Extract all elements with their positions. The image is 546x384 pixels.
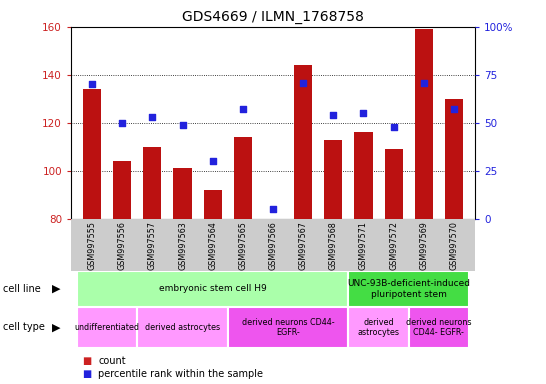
Text: embryonic stem cell H9: embryonic stem cell H9	[159, 285, 266, 293]
Bar	[113, 161, 131, 219]
Bar	[204, 190, 222, 219]
Text: undifferentiated: undifferentiated	[75, 323, 140, 332]
Text: GSM997556: GSM997556	[118, 222, 127, 270]
Point	[329, 112, 337, 118]
Text: cell type: cell type	[3, 322, 45, 333]
Text: cell line: cell line	[3, 284, 40, 294]
Text: GSM997572: GSM997572	[389, 222, 398, 270]
Bar	[77, 307, 137, 348]
Text: GSM997571: GSM997571	[359, 222, 368, 270]
Point	[209, 158, 217, 164]
Text: GSM997563: GSM997563	[178, 222, 187, 270]
Text: count: count	[98, 356, 126, 366]
Text: GSM997568: GSM997568	[329, 222, 338, 270]
Bar	[409, 307, 469, 348]
Title: GDS4669 / ILMN_1768758: GDS4669 / ILMN_1768758	[182, 10, 364, 25]
Point	[359, 110, 368, 116]
Point	[419, 79, 428, 86]
Text: GSM997569: GSM997569	[419, 222, 428, 270]
Text: UNC-93B-deficient-induced
pluripotent stem: UNC-93B-deficient-induced pluripotent st…	[347, 279, 470, 299]
Point	[178, 122, 187, 128]
Bar	[294, 65, 312, 219]
Text: GSM997564: GSM997564	[208, 222, 217, 270]
Text: GSM997555: GSM997555	[87, 222, 97, 270]
Text: ■: ■	[82, 356, 91, 366]
Text: ■: ■	[82, 369, 91, 379]
Bar	[137, 307, 228, 348]
Text: GSM997557: GSM997557	[148, 222, 157, 270]
Text: derived
astrocytes: derived astrocytes	[358, 318, 400, 337]
Bar	[354, 132, 372, 219]
Text: percentile rank within the sample: percentile rank within the sample	[98, 369, 263, 379]
Point	[239, 106, 247, 113]
Bar	[234, 137, 252, 219]
Text: GSM997570: GSM997570	[449, 222, 459, 270]
Text: GSM997565: GSM997565	[239, 222, 247, 270]
Text: ▶: ▶	[52, 322, 61, 333]
Bar	[174, 169, 192, 219]
Text: derived neurons CD44-
EGFR-: derived neurons CD44- EGFR-	[242, 318, 334, 337]
Bar	[445, 99, 463, 219]
Point	[449, 106, 458, 113]
Text: GSM997567: GSM997567	[299, 222, 307, 270]
Bar	[324, 140, 342, 219]
Text: ▶: ▶	[52, 284, 61, 294]
Bar	[77, 271, 348, 307]
Point	[118, 120, 127, 126]
Bar	[348, 271, 469, 307]
Point	[148, 114, 157, 120]
Bar	[83, 89, 101, 219]
Point	[88, 81, 97, 88]
Point	[269, 206, 277, 212]
Bar	[228, 307, 348, 348]
Text: GSM997566: GSM997566	[269, 222, 277, 270]
Bar	[384, 149, 402, 219]
Bar	[144, 147, 162, 219]
Text: derived neurons
CD44- EGFR-: derived neurons CD44- EGFR-	[406, 318, 472, 337]
Point	[389, 124, 398, 130]
Bar	[348, 307, 409, 348]
Text: derived astrocytes: derived astrocytes	[145, 323, 220, 332]
Point	[299, 79, 307, 86]
Bar	[415, 29, 433, 219]
